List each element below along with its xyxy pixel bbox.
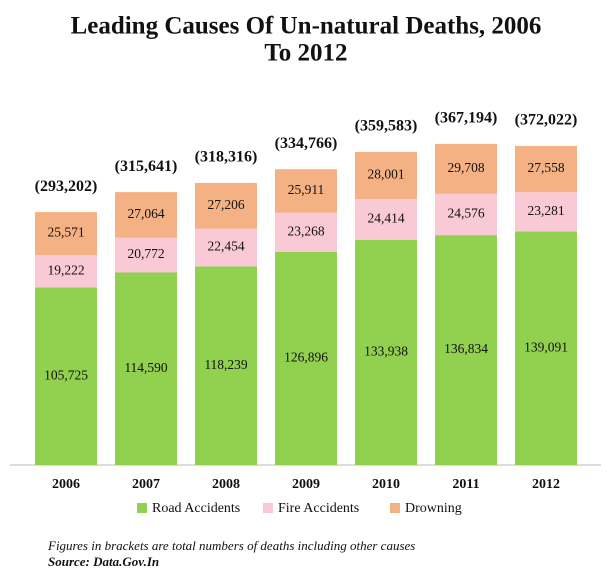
bar-segment bbox=[195, 182, 257, 229]
x-tick-label: 2007 bbox=[132, 477, 160, 492]
x-tick-label: 2011 bbox=[452, 477, 479, 492]
bar-segment bbox=[515, 145, 577, 193]
data-label: 27,206 bbox=[207, 197, 244, 212]
bar-segment bbox=[275, 212, 337, 252]
legend-swatch bbox=[137, 503, 147, 513]
data-label: 25,571 bbox=[47, 225, 84, 240]
bar-segment bbox=[275, 169, 337, 213]
x-tick-label: 2008 bbox=[212, 477, 240, 492]
data-label: 20,772 bbox=[127, 246, 164, 261]
bar-segment bbox=[435, 143, 497, 194]
bar-segment bbox=[195, 266, 257, 465]
source: Source: Data.Gov.In bbox=[48, 554, 159, 569]
data-label: 105,725 bbox=[44, 367, 88, 382]
legend-label: Road Accidents bbox=[152, 501, 240, 516]
data-label: 139,091 bbox=[524, 339, 568, 354]
total-label: (359,583) bbox=[355, 118, 418, 135]
data-label: 27,064 bbox=[127, 206, 164, 221]
data-label: 136,834 bbox=[444, 341, 488, 356]
bar-segment bbox=[355, 239, 417, 465]
legend-label: Drowning bbox=[405, 501, 462, 516]
legend-swatch bbox=[390, 503, 400, 513]
data-label: 23,281 bbox=[527, 203, 564, 218]
x-tick-label: 2009 bbox=[292, 477, 320, 492]
total-label: (315,641) bbox=[115, 158, 178, 175]
x-tick-label: 2010 bbox=[372, 477, 400, 492]
data-label: 23,268 bbox=[287, 223, 324, 238]
chart-title: To 2012 bbox=[264, 40, 347, 67]
data-label: 25,911 bbox=[288, 182, 325, 197]
bar-segment bbox=[515, 231, 577, 465]
data-label: 24,414 bbox=[367, 211, 404, 226]
bar-segment bbox=[355, 198, 417, 240]
bar-segment bbox=[435, 235, 497, 465]
x-tick-label: 2012 bbox=[532, 477, 560, 492]
bar-segment bbox=[115, 272, 177, 465]
data-label: 22,454 bbox=[207, 239, 244, 254]
total-label: (318,316) bbox=[195, 149, 258, 166]
bar-segment bbox=[435, 193, 497, 236]
bar-segment bbox=[35, 287, 97, 465]
total-label: (293,202) bbox=[35, 178, 98, 195]
bar-segment bbox=[515, 192, 577, 232]
data-label: 29,708 bbox=[447, 160, 484, 175]
legend-label: Fire Accidents bbox=[278, 501, 359, 516]
bar-segment bbox=[115, 237, 177, 273]
data-label: 19,222 bbox=[47, 262, 84, 277]
bar-segment bbox=[35, 212, 97, 256]
footnote: Figures in brackets are total numbers of… bbox=[47, 538, 415, 553]
chart-title: Leading Causes Of Un-natural Deaths, 200… bbox=[71, 13, 542, 40]
data-label: 24,576 bbox=[447, 206, 484, 221]
bar-segment bbox=[275, 251, 337, 465]
data-label: 126,896 bbox=[284, 350, 328, 365]
data-label: 133,938 bbox=[364, 344, 408, 359]
x-tick-label: 2006 bbox=[52, 477, 80, 492]
data-label: 27,558 bbox=[527, 160, 564, 175]
bar-segment bbox=[195, 228, 257, 267]
bar-segment bbox=[115, 192, 177, 238]
data-label: 114,590 bbox=[124, 360, 168, 375]
total-label: (367,194) bbox=[435, 110, 498, 127]
legend-swatch bbox=[263, 503, 273, 513]
data-label: 28,001 bbox=[367, 167, 404, 182]
bar-segment bbox=[35, 255, 97, 288]
bar-segment bbox=[355, 151, 417, 199]
total-label: (334,766) bbox=[275, 135, 338, 152]
data-label: 118,239 bbox=[204, 357, 248, 372]
total-label: (372,022) bbox=[515, 112, 578, 129]
